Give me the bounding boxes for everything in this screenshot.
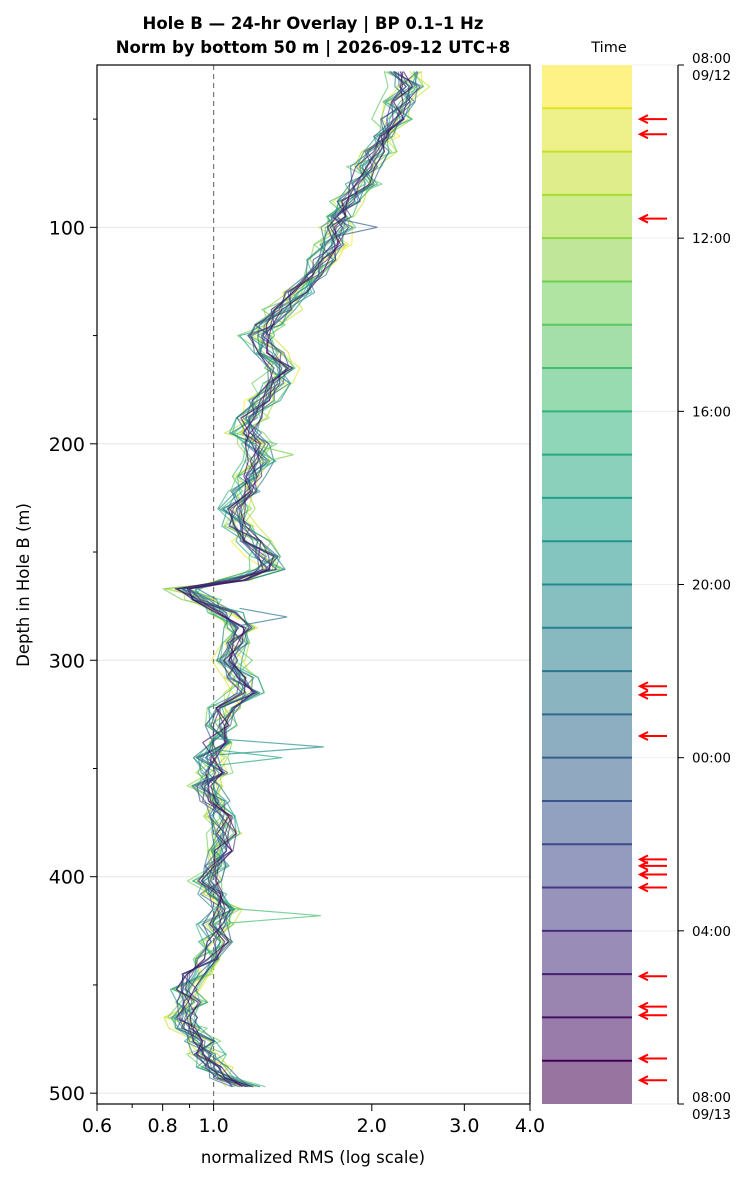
- colorbar-band: [542, 411, 632, 455]
- x-axis: 0.6 0.8 1.0 2.0 3.0 4.0: [82, 1104, 545, 1137]
- event-arrow-head: [637, 689, 649, 700]
- colorbar-band: [542, 194, 632, 239]
- event-arrow-head: [637, 213, 649, 224]
- colorbar-tick-label: 12:00: [692, 231, 731, 247]
- spike-trace: [208, 748, 283, 767]
- colorbar-band: [542, 627, 632, 672]
- colorbar-band: [542, 974, 632, 1018]
- event-arrow-head: [637, 681, 649, 692]
- x-axis-label: normalized RMS (log scale): [201, 1148, 425, 1167]
- colorbar: [542, 64, 678, 1105]
- colorbar-band: [542, 671, 632, 715]
- x-tick-label: 1.0: [198, 1115, 228, 1137]
- colorbar-tick-label: 00:00: [692, 751, 731, 767]
- x-tick-label: 2.0: [357, 1115, 387, 1137]
- series-line-0800: [163, 71, 422, 1088]
- plot-frame: [96, 64, 531, 1105]
- plot-grid: [97, 226, 530, 1094]
- colorbar-band: [542, 887, 632, 931]
- y-axis-label: Depth in Hole B (m): [14, 503, 33, 667]
- event-arrow-head: [637, 869, 649, 880]
- event-arrow-head: [637, 731, 649, 741]
- series-line-1200: [164, 70, 418, 1088]
- y-tick-label: 100: [49, 217, 85, 239]
- x-tick-label: 0.8: [148, 1115, 178, 1137]
- spike-trace: [208, 737, 324, 757]
- colorbar-band: [542, 454, 632, 498]
- y-tick-label: 400: [49, 867, 85, 889]
- colorbar-tick-label: 04:00: [692, 924, 731, 940]
- colorbar-band: [542, 541, 632, 585]
- series-layer: [162, 70, 431, 1088]
- colorbar-tick-sublabel: 09/13: [692, 1107, 731, 1123]
- colorbar-title: Time: [590, 40, 627, 56]
- event-arrow-head: [637, 114, 649, 125]
- colorbar-band: [542, 930, 632, 975]
- colorbar-band: [542, 800, 632, 845]
- series-line-0200: [176, 71, 411, 1088]
- colorbar-band: [542, 757, 632, 801]
- y-axis: 100 200 300 400 500: [49, 118, 97, 1105]
- colorbar-band: [542, 238, 632, 282]
- colorbar-tick-label: 08:00: [692, 51, 731, 67]
- colorbar-band: [542, 324, 632, 369]
- y-tick-label: 300: [49, 650, 85, 672]
- colorbar-tick-sublabel: 09/12: [692, 68, 731, 84]
- y-tick-label: 500: [49, 1083, 85, 1105]
- series-line-1000: [163, 71, 431, 1088]
- event-arrow-head: [637, 1053, 649, 1064]
- colorbar-band: [542, 108, 632, 152]
- event-arrow-head: [637, 861, 649, 871]
- colorbar-band: [542, 714, 632, 758]
- x-tick-label: 4.0: [515, 1115, 545, 1137]
- x-tick-label: 3.0: [449, 1115, 479, 1137]
- event-arrow-head: [637, 882, 649, 893]
- chart-title-line-1: Hole B — 24-hr Overlay | BP 0.1–1 Hz: [143, 14, 484, 34]
- series-line-0700: [175, 71, 414, 1088]
- event-arrow-head: [637, 129, 649, 140]
- series-line-1800: [175, 71, 407, 1087]
- colorbar-band: [542, 65, 632, 109]
- colorbar-band: [542, 584, 632, 628]
- x-tick-label: 0.6: [82, 1115, 112, 1137]
- series-line-0600: [174, 71, 404, 1088]
- event-arrow-head: [637, 1075, 649, 1086]
- colorbar-band: [542, 844, 632, 888]
- colorbar-tick-label: 16:00: [692, 404, 731, 420]
- spike-trace: [213, 906, 321, 925]
- colorbar-band: [542, 281, 632, 325]
- event-arrow-head: [637, 854, 649, 865]
- y-tick-label: 200: [49, 434, 85, 456]
- colorbar-band: [542, 368, 632, 412]
- colorbar-band: [542, 1060, 632, 1104]
- event-arrow-head: [637, 1001, 649, 1012]
- colorbar-band: [542, 497, 632, 542]
- event-arrow-head: [637, 971, 649, 982]
- series-line-1300: [162, 71, 425, 1088]
- colorbar-tick-label: 20:00: [692, 578, 731, 594]
- chart-title-line-2: Norm by bottom 50 m | 2026-09-12 UTC+8: [116, 38, 511, 58]
- spike-trace: [239, 607, 288, 627]
- spike-trace: [337, 218, 378, 237]
- spike-trace: [258, 445, 294, 464]
- colorbar-band: [542, 1017, 632, 1061]
- event-arrow-head: [637, 1010, 649, 1021]
- colorbar-band: [542, 151, 632, 195]
- colorbar-tick-label: 08:00: [692, 1090, 731, 1106]
- colorbar-axis: 08:0009/1212:0016:0020:0000:0004:0008:00…: [677, 51, 731, 1123]
